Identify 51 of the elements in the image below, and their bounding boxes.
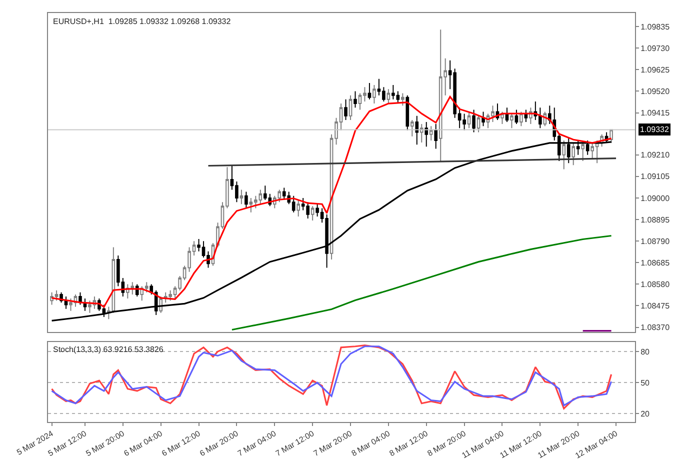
y-tick-label: 1.09625 (640, 65, 670, 74)
y-tick-label: 1.09520 (640, 87, 670, 96)
y-tick-label: 1.09210 (640, 150, 670, 160)
y-tick-label: 1.08895 (640, 215, 670, 224)
line-series (50, 96, 612, 308)
candlestick (410, 119, 414, 137)
candlestick (415, 115, 419, 146)
candlestick (520, 111, 523, 127)
candlestick (472, 109, 476, 133)
candlestick (434, 124, 438, 150)
y-tick-label: 50 (640, 378, 650, 388)
candlestick (476, 115, 480, 133)
y-tick-label: 1.08790 (640, 236, 670, 246)
ref-line-label: 1.09332 (640, 125, 670, 134)
candlestick (581, 142, 584, 162)
y-tick-label: 1.09730 (640, 44, 670, 53)
candlestick (420, 124, 424, 144)
y-tick-label: 1.09835 (640, 22, 670, 32)
candlestick (354, 90, 357, 108)
line-series (231, 234, 612, 331)
candlestick (130, 282, 134, 295)
candlestick (401, 92, 404, 106)
candlestick (510, 113, 514, 129)
y-tick-label: 1.08475 (640, 302, 670, 311)
candlestick (296, 200, 300, 217)
y-tick-label: 1.09415 (640, 108, 670, 118)
candlestick (424, 122, 428, 148)
candlestick (310, 206, 314, 222)
y-tick-label: 80 (640, 347, 650, 356)
candlestick (467, 111, 471, 129)
y-tick-label: 1.08685 (640, 258, 670, 268)
chart-title: Stoch(13,3,3) 63.9216 53.3826 (53, 345, 164, 354)
candlestick (344, 98, 348, 120)
candlestick (562, 140, 566, 170)
candlestick (386, 88, 390, 104)
candlestick (482, 111, 485, 127)
candlestick (78, 292, 82, 306)
candlestick (372, 84, 376, 104)
candlestick (514, 109, 518, 125)
candlestick (572, 142, 576, 166)
candlestick (429, 126, 433, 141)
candlestick (348, 94, 352, 120)
y-tick-label: 1.08370 (640, 323, 670, 332)
candlestick (244, 191, 248, 209)
y-tick-label: 1.09000 (640, 194, 670, 203)
candlestick (368, 82, 372, 100)
y-tick-label: 20 (640, 410, 650, 419)
y-tick-label: 1.08580 (640, 280, 670, 289)
candlestick (240, 189, 244, 205)
text: EURUSD+,H1 1.09285 1.09332 1.09268 1.09332 (53, 17, 232, 26)
y-tick-label: 1.09105 (640, 172, 670, 182)
